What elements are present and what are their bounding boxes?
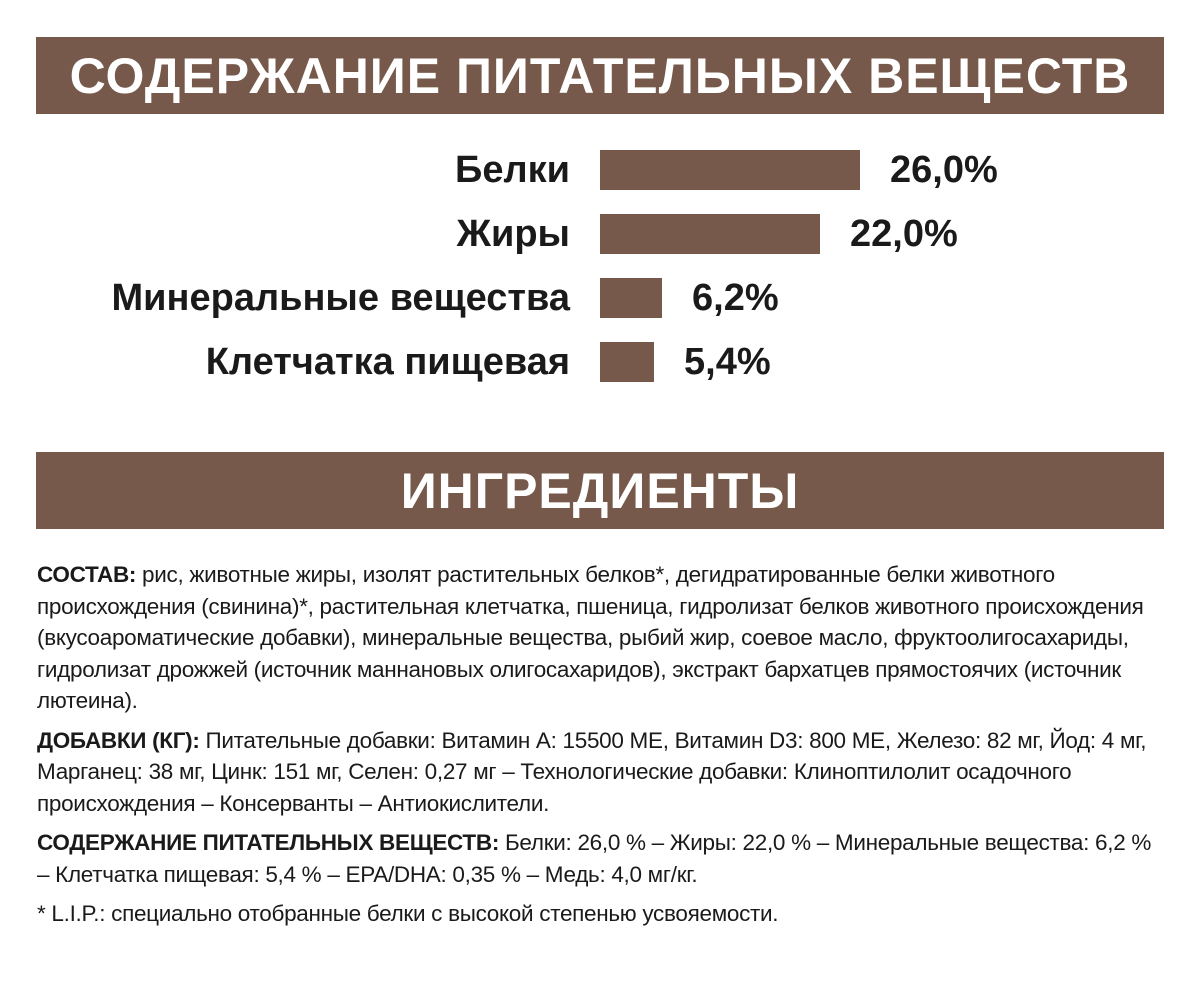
footnote: * L.I.P.: специально отобранные белки с … [37,901,779,926]
ingredients-header: ИНГРЕДИЕНТЫ [36,452,1164,529]
composition-text: рис, животные жиры, изолят растительных … [37,562,1144,713]
bar-category-label: Жиры [456,213,570,255]
bar-row: Минеральные вещества 6,2% [0,268,1200,328]
bar [600,342,654,382]
ingredients-section: СОСТАВ: рис, животные жиры, изолят расти… [37,559,1167,938]
nutrients-header: СОДЕРЖАНИЕ ПИТАТЕЛЬНЫХ ВЕЩЕСТВ [36,37,1164,114]
additives-paragraph: ДОБАВКИ (КГ): Питательные добавки: Витам… [37,725,1167,820]
bar-row: Белки 26,0% [0,140,1200,200]
bar [600,214,820,254]
additives-label: ДОБАВКИ (КГ): [37,727,200,753]
nutrients-paragraph: СОДЕРЖАНИЕ ПИТАТЕЛЬНЫХ ВЕЩЕСТВ: Белки: 2… [37,827,1167,890]
bar-category-label: Белки [455,149,570,191]
additives-text: Питательные добавки: Витамин А: 15500 МЕ… [37,727,1147,816]
bar-category-label: Клетчатка пищевая [205,341,570,383]
nutrient-bar-chart: Белки 26,0% Жиры 22,0% Минеральные вещества 6… [0,140,1200,410]
bar-value-label: 5,4% [684,341,771,383]
bar [600,150,860,190]
composition-paragraph: СОСТАВ: рис, животные жиры, изолят расти… [37,559,1167,717]
composition-label: СОСТАВ: [37,562,137,587]
nutrients-label: СОДЕРЖАНИЕ ПИТАТЕЛЬНЫХ ВЕЩЕСТВ: [37,830,500,855]
bar-value-label: 6,2% [692,277,779,319]
bar-value-label: 26,0% [890,149,998,191]
bar-row: Клетчатка пищевая 5,4% [0,332,1200,392]
bar [600,278,662,318]
bar-value-label: 22,0% [850,213,958,255]
bar-row: Жиры 22,0% [0,204,1200,264]
bar-category-label: Минеральные вещества [111,277,570,319]
nutrients-text: Белки: 26,0 % – Жиры: 22,0 % – Минеральн… [37,830,1152,887]
